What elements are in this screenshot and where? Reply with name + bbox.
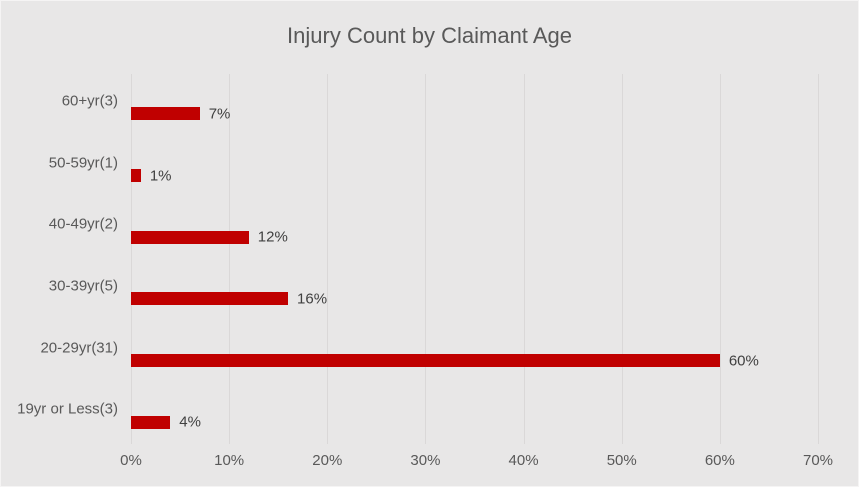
gridline (621, 74, 623, 444)
category-label: 40-49yr(2) (48, 215, 118, 233)
x-tick-label: 70% (802, 452, 834, 469)
x-tick-label: 30% (410, 452, 441, 469)
gridline (719, 74, 721, 444)
x-tick-label: 20% (312, 452, 343, 469)
value-label: 60% (728, 352, 759, 369)
gridline (425, 74, 427, 444)
category-label: 20-29yr(31) (40, 339, 118, 356)
bar (131, 354, 720, 367)
gridline (229, 74, 231, 444)
plot-area: 7% 1% 12% 16% 60% 4% (131, 74, 819, 444)
bar (131, 415, 171, 429)
x-tick-label: 40% (508, 452, 539, 469)
value-label: 7% (208, 105, 231, 123)
x-tick-label: 10% (214, 452, 245, 469)
value-label: 1% (149, 167, 172, 184)
bar (131, 230, 249, 244)
x-tick-label: 50% (606, 452, 637, 469)
value-label: 4% (179, 413, 201, 431)
bar (131, 107, 200, 121)
chart-title: Injury Count by Claimant Age (287, 23, 572, 48)
category-label: 30-39yr(5) (48, 277, 118, 295)
category-label: 19yr or Less(3) (17, 400, 118, 418)
x-tick-label: 0% (120, 452, 142, 469)
value-label: 12% (257, 228, 288, 246)
gridline (131, 74, 132, 444)
gridline (523, 74, 525, 444)
gridline (327, 74, 329, 444)
bar (131, 292, 289, 306)
x-tick-label: 60% (704, 452, 735, 469)
category-label: 60+yr(3) (61, 92, 118, 110)
bar (131, 169, 141, 182)
value-label: 16% (297, 290, 328, 308)
category-label: 50-59yr(1) (48, 154, 118, 171)
gridline (818, 74, 819, 444)
